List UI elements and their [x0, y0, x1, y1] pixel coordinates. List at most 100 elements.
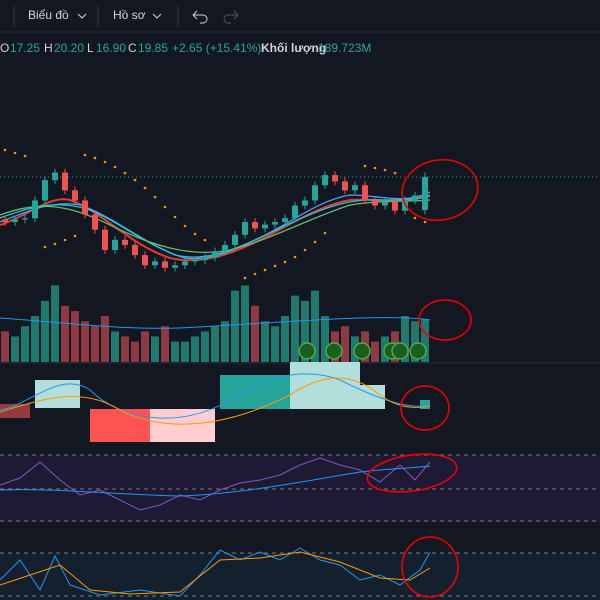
- volume-bar: [151, 336, 159, 362]
- candles: [2, 168, 428, 272]
- candle-body: [392, 201, 398, 211]
- candle-body: [102, 229, 108, 250]
- volume-bar: [201, 331, 209, 362]
- high-label: H: [44, 41, 53, 55]
- candle-body: [22, 218, 28, 220]
- close-label: C: [128, 41, 137, 55]
- volume-bar: [161, 326, 169, 362]
- volume-bar: [31, 316, 39, 362]
- rsi-line: [0, 457, 431, 511]
- chart-menu[interactable]: Biểu đồ: [28, 8, 69, 22]
- volume-bar: [41, 300, 49, 362]
- candle-body: [132, 244, 138, 256]
- candle-body: [82, 200, 88, 215]
- volume-bar: [111, 331, 119, 362]
- toolbar: [0, 0, 600, 32]
- volume-bar: [1, 331, 9, 362]
- undo-button[interactable]: [192, 10, 208, 24]
- volume-bar: [141, 331, 149, 362]
- candle-body: [182, 261, 188, 266]
- candle-body: [262, 224, 268, 229]
- candle-body: [332, 175, 338, 182]
- candle-body: [192, 260, 198, 262]
- candle-body: [232, 234, 238, 245]
- candle-body: [322, 175, 328, 186]
- candle-body: [222, 244, 228, 252]
- volume-bar: [11, 336, 19, 362]
- candle-body: [342, 181, 348, 191]
- low-label: L: [87, 41, 94, 55]
- volume-bar: [281, 316, 289, 362]
- volume-bar: [101, 316, 109, 362]
- candle-body: [252, 222, 258, 229]
- candle-body: [62, 172, 68, 191]
- candle-body: [162, 261, 168, 268]
- volume-bar: [271, 326, 279, 362]
- volume-bar: [211, 326, 219, 362]
- change: +2.65 (+15.41%): [172, 41, 261, 55]
- volume-bar: [411, 321, 419, 362]
- open-label: O: [0, 41, 9, 55]
- parabolic-sar: [3, 148, 427, 280]
- candle-body: [112, 239, 118, 250]
- volume-bar: [401, 316, 409, 362]
- stoch-band: [0, 553, 600, 600]
- chevron: [77, 13, 87, 19]
- redo-button[interactable]: [223, 10, 239, 24]
- candle-body: [352, 185, 358, 191]
- volume-bar: [71, 311, 79, 362]
- candle-body: [422, 176, 428, 210]
- volume-bar: [191, 336, 199, 362]
- candle-body: [302, 200, 308, 206]
- volume-bar: [121, 336, 129, 362]
- signal-markers: [298, 342, 427, 360]
- volume-bar: [131, 341, 139, 362]
- candle-body: [52, 172, 58, 181]
- candle-body: [212, 251, 218, 258]
- volume-bar: [251, 305, 259, 362]
- candle-body: [32, 200, 38, 219]
- volume-bar: [91, 326, 99, 362]
- rsi-ma: [0, 465, 431, 497]
- candle-body: [312, 185, 318, 201]
- signal-line: [0, 377, 431, 425]
- close-value: 19.85: [138, 41, 168, 55]
- volume-bar: [421, 319, 429, 362]
- open-value: 17.25: [10, 41, 40, 55]
- candle-body: [412, 195, 418, 201]
- candle-body: [122, 239, 128, 245]
- candle-body: [172, 265, 178, 268]
- candle-body: [142, 255, 148, 266]
- volume-bar: [311, 290, 319, 362]
- candle-body: [362, 185, 368, 201]
- candle-body: [282, 218, 288, 223]
- candle-body: [12, 219, 18, 223]
- candle-body: [242, 222, 248, 235]
- candle-body: [372, 200, 378, 206]
- volume-bar: [301, 300, 309, 362]
- profile-menu[interactable]: Hồ sơ: [113, 8, 146, 22]
- candle-body: [2, 219, 8, 223]
- candle-body: [292, 205, 298, 219]
- volume-bar: [371, 341, 379, 362]
- volume-ma: [0, 317, 431, 329]
- volume-bar: [341, 326, 349, 362]
- stoch-k: [0, 547, 431, 597]
- candle-body: [42, 180, 48, 201]
- volume-label: Khối lượng: [261, 41, 326, 55]
- volume-bar: [291, 295, 299, 362]
- volume-bar: [181, 341, 189, 362]
- high-value: 20.20: [54, 41, 84, 55]
- annotations: [366, 158, 479, 598]
- volume-bar: [51, 285, 59, 362]
- candle-body: [72, 190, 78, 201]
- low-value: 16.90: [96, 41, 126, 55]
- candle-body: [382, 201, 388, 206]
- volume-bar: [171, 341, 179, 362]
- volume-value: 189.723M: [318, 41, 371, 55]
- volume-bar: [81, 321, 89, 362]
- candle-body: [272, 222, 278, 225]
- macd-histogram: [0, 362, 430, 442]
